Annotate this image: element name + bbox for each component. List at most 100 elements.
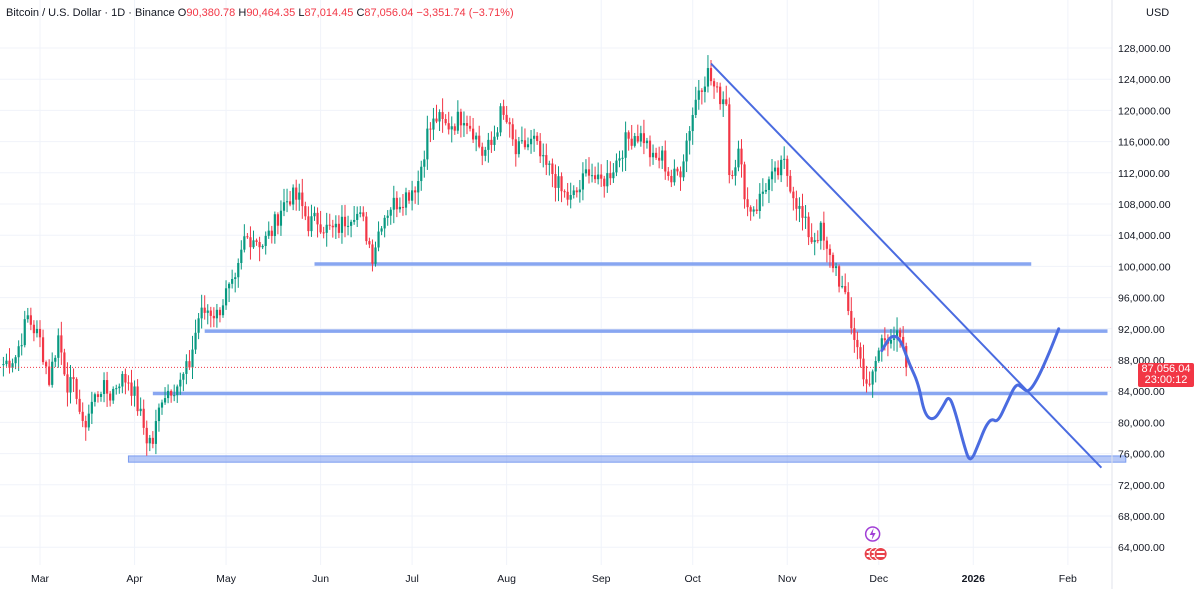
currency-label[interactable]: USD	[1146, 7, 1170, 19]
high-label: H	[238, 7, 247, 19]
time-tick-label: Dec	[869, 573, 888, 585]
candle-body	[667, 171, 670, 176]
candle-body	[828, 248, 832, 255]
candle-body	[145, 427, 148, 444]
candle-body	[612, 172, 615, 179]
candle-body	[414, 190, 417, 193]
candle-body	[877, 350, 880, 362]
candle-body	[118, 386, 121, 389]
price-axis[interactable]: 64,000.00 68,000.00 72,000.00 76,000.00 80,0…	[1111, 0, 1171, 589]
time-axis[interactable]: Mar Apr May Jun Jul Aug Sep Oct Nov Dec 2026 Feb	[31, 573, 1077, 585]
candle-body	[17, 346, 20, 358]
candle-body	[902, 336, 905, 347]
candle-body	[874, 361, 877, 372]
candle-body	[203, 307, 206, 313]
candle-body	[78, 398, 81, 412]
candle-body	[719, 86, 722, 105]
candle-body	[450, 126, 453, 130]
candle-body	[417, 181, 420, 193]
candle-body	[84, 420, 87, 428]
candle-body	[392, 197, 395, 210]
candle-body	[453, 126, 456, 131]
candle-body	[685, 140, 688, 162]
candle-body	[173, 395, 176, 397]
candle-body	[630, 138, 633, 146]
candle-body	[130, 382, 133, 396]
us-flag-icon	[873, 547, 888, 561]
candle-body	[310, 216, 313, 232]
lightning-icon-glyph	[869, 528, 876, 540]
candle-body	[697, 90, 700, 100]
candle-body	[746, 199, 749, 208]
candle-body	[722, 99, 725, 105]
candle-body	[90, 401, 93, 414]
candle-body	[154, 421, 157, 444]
candle-body	[856, 339, 859, 348]
time-tick-label: Aug	[497, 573, 516, 585]
symbol-title[interactable]: Bitcoin / U.S. Dollar · 1D · Binance	[6, 7, 175, 19]
candle-body	[475, 135, 478, 140]
candle-body	[279, 210, 283, 226]
chart-header: Bitcoin / U.S. Dollar · 1D · Binance O90…	[6, 7, 514, 19]
candle-body	[188, 361, 191, 368]
candle-body	[810, 237, 813, 243]
candle-body	[578, 189, 581, 193]
candle-body	[557, 176, 560, 188]
last-price-badge: 87,056.04 23:00:12	[1138, 363, 1194, 387]
candle-body	[356, 213, 359, 220]
candle-body	[859, 347, 862, 359]
candle-body	[127, 382, 130, 384]
low-value: 87,014.45	[304, 7, 354, 19]
candle-body	[444, 119, 447, 124]
candle-body	[218, 309, 222, 316]
candle-body	[395, 197, 398, 210]
candle-body	[176, 386, 179, 396]
candle-body	[780, 159, 783, 176]
candle-body	[383, 217, 386, 229]
candle-body	[72, 377, 75, 380]
candle-body	[438, 112, 441, 122]
candle-body	[115, 388, 118, 390]
candle-body	[807, 216, 810, 238]
open-label: O	[177, 7, 187, 19]
candle-body	[112, 388, 115, 401]
time-tick-label: Jul	[405, 573, 418, 585]
candle-body	[304, 206, 307, 217]
candle-body	[700, 90, 703, 92]
candle-body	[792, 191, 795, 199]
candle-body	[353, 219, 356, 222]
candle-body	[529, 138, 533, 145]
candlesticks	[0, 55, 1112, 456]
candle-body	[301, 192, 304, 207]
candle-body	[252, 240, 255, 248]
candle-body	[109, 393, 112, 401]
price-tick-label: 128,000.00	[1118, 43, 1171, 55]
trend-drawings[interactable]	[710, 62, 1103, 469]
candle-body	[764, 189, 767, 192]
candle-body	[14, 357, 17, 364]
candle-body	[725, 99, 728, 105]
candle-body	[209, 310, 212, 316]
candle-body	[868, 383, 871, 385]
candle-body	[11, 363, 14, 368]
candle-body	[243, 236, 246, 250]
candle-body	[267, 230, 270, 236]
candle-body	[45, 362, 48, 367]
event-markers[interactable]	[863, 526, 888, 561]
candle-body	[5, 360, 8, 365]
candle-body	[499, 106, 502, 133]
candle-body	[133, 386, 136, 396]
candle-body	[783, 158, 786, 160]
candle-body	[282, 202, 286, 211]
candle-body	[139, 408, 142, 412]
candle-body	[749, 207, 752, 212]
candle-body	[481, 146, 484, 156]
support-resistance-levels[interactable]	[127, 262, 1127, 463]
candle-body	[29, 315, 32, 325]
candle-body	[597, 174, 600, 180]
price-tick-label: 68,000.00	[1118, 511, 1165, 523]
price-tick-label: 76,000.00	[1118, 449, 1165, 461]
candle-body	[426, 128, 429, 160]
candle-body	[41, 337, 45, 363]
